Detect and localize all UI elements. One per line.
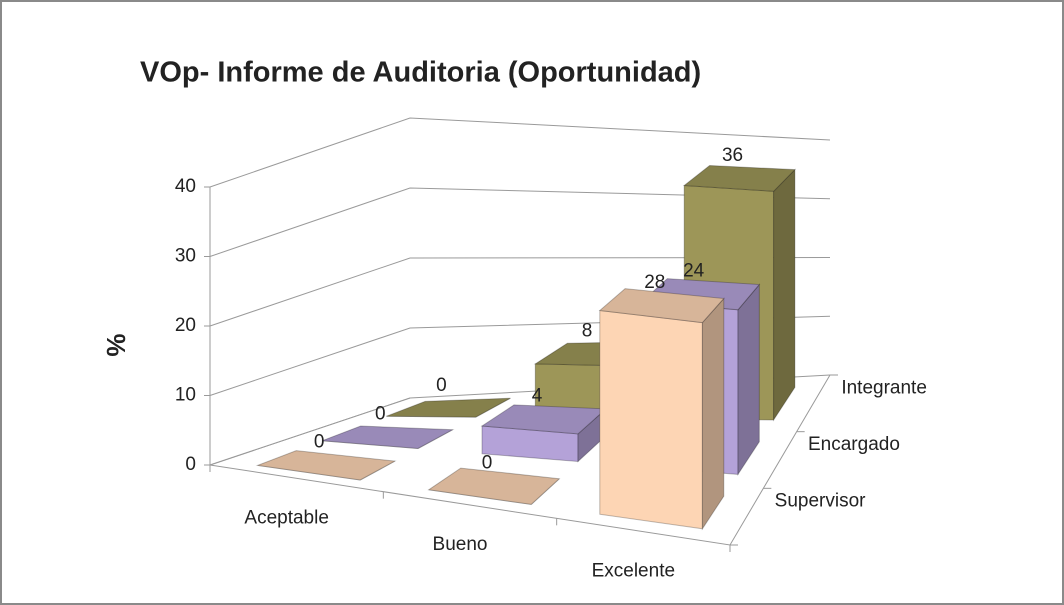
value-label: 0	[436, 375, 447, 396]
legend-label: Encargado	[808, 434, 900, 455]
legend-label: Integrante	[841, 377, 927, 398]
value-label: 36	[722, 145, 743, 166]
value-label: 8	[582, 321, 593, 342]
bar	[427, 467, 561, 505]
bar-top	[321, 425, 455, 450]
value-label: 28	[644, 272, 665, 293]
value-label: 0	[314, 431, 325, 452]
value-label: 0	[375, 403, 386, 424]
bar-front	[599, 309, 703, 530]
legend-label: Supervisor	[775, 491, 866, 512]
axis-line	[209, 374, 831, 546]
y-axis-title: %	[101, 333, 131, 356]
y-tick-label: 40	[175, 176, 196, 197]
bar	[480, 404, 608, 463]
bar	[598, 288, 725, 531]
bar	[386, 397, 511, 418]
bar-side	[701, 297, 725, 531]
x-tick-label: Bueno	[433, 534, 488, 555]
value-label: 24	[683, 261, 705, 282]
bar-top	[386, 397, 511, 418]
bar-side	[737, 283, 760, 477]
bar-top	[427, 467, 561, 505]
value-label: 0	[482, 452, 493, 473]
x-tick-label: Aceptable	[244, 507, 329, 528]
y-tick-label: 20	[175, 315, 196, 336]
bar-side	[773, 168, 796, 422]
chart-title: VOp- Informe de Auditoria (Oportunidad)	[140, 57, 701, 89]
bar-top	[598, 288, 725, 324]
y-tick-label: 30	[175, 246, 196, 267]
bar-top	[255, 450, 397, 481]
bar-top	[682, 164, 797, 192]
grid-line	[209, 117, 831, 188]
value-label: 4	[532, 385, 543, 406]
x-tick-label: Excelente	[592, 561, 675, 582]
y-tick-label: 0	[185, 454, 196, 475]
bar	[255, 450, 397, 481]
bar	[321, 425, 455, 450]
y-tick-label: 10	[175, 385, 196, 406]
